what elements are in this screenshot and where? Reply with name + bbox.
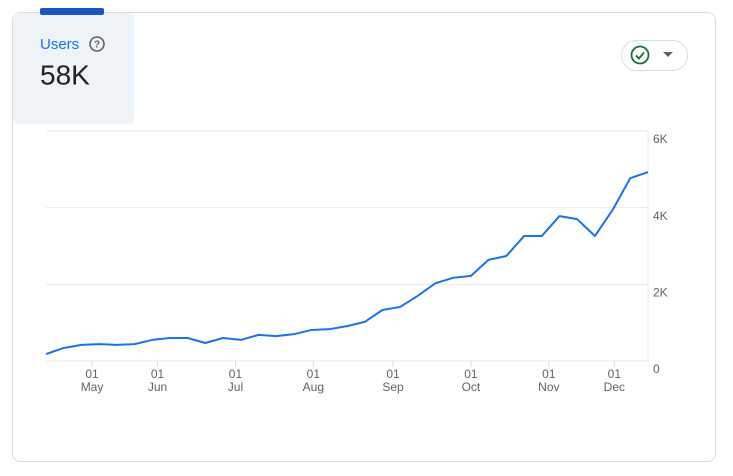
- x-tick-label: 01: [229, 367, 243, 381]
- tab-indicator: [40, 8, 104, 15]
- x-tick-label: Sep: [382, 380, 404, 394]
- x-tick-label: 01: [307, 367, 321, 381]
- x-tick-label: Dec: [604, 380, 625, 394]
- y-tick-label: 4K: [653, 209, 668, 223]
- help-icon[interactable]: ?: [89, 36, 105, 52]
- y-tick-label: 6K: [653, 132, 668, 146]
- series-line: [45, 171, 649, 356]
- x-tick-label: 01: [151, 367, 165, 381]
- x-tick-label: 01: [608, 367, 622, 381]
- x-tick-label: 01: [464, 367, 478, 381]
- x-tick-label: 01: [85, 367, 99, 381]
- y-tick-label: 2K: [653, 286, 668, 300]
- card: [12, 12, 716, 462]
- plot: 02K4K6K01May01Jun01Jul01Aug01Sep01Oct01N…: [45, 130, 668, 394]
- svg-text:?: ?: [94, 40, 100, 51]
- x-tick-label: Jul: [228, 380, 243, 394]
- x-tick-label: Aug: [303, 380, 324, 394]
- x-tick-label: Oct: [462, 380, 481, 394]
- x-tick-label: 01: [542, 367, 556, 381]
- status-dropdown[interactable]: [621, 40, 688, 71]
- x-tick-label: Jun: [148, 380, 167, 394]
- y-tick-label: 0: [653, 362, 660, 376]
- x-tick-label: Nov: [538, 380, 559, 394]
- metric-value: 58K: [40, 59, 90, 90]
- x-tick-label: May: [81, 380, 104, 394]
- metric-label: Users: [40, 36, 79, 53]
- x-tick-label: 01: [386, 367, 400, 381]
